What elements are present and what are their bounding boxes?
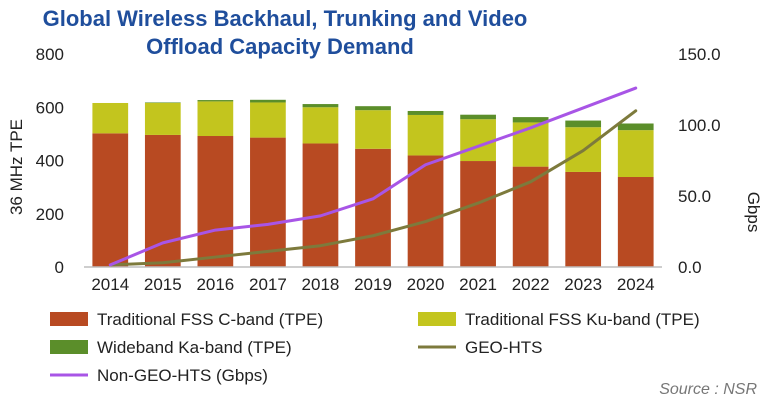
y-tick-label-right: 0.0	[678, 258, 702, 277]
chart-title-line-2: Offload Capacity Demand	[146, 34, 414, 59]
bar-segment-ku-band	[302, 107, 339, 144]
bar-segment-ku-band	[355, 110, 391, 149]
legend: Traditional FSS C-band (TPE) Traditional …	[50, 310, 700, 385]
x-tick-label: 2018	[302, 275, 340, 294]
y-tick-label-left: 800	[36, 45, 64, 64]
legend-label: Wideband Ka-band (TPE)	[97, 338, 292, 357]
x-axis: 2014 2015 2016 2017 2018 2019 2020 2021 2022 2023…	[91, 275, 654, 294]
bar-segment-ku-band	[144, 102, 181, 135]
bar-segment-ka-band	[460, 114, 496, 120]
y-axis-right-title: Gbps	[744, 192, 763, 233]
bar-segment-c-band	[144, 134, 181, 267]
legend-label: Traditional FSS C-band (TPE)	[97, 310, 323, 329]
bar-segment-ku-band	[197, 101, 234, 137]
y-tick-label-right: 150.0	[678, 45, 721, 64]
bar-segment-c-band	[197, 136, 234, 267]
legend-label: Traditional FSS Ku-band (TPE)	[465, 310, 700, 329]
legend-label: Non-GEO-HTS (Gbps)	[97, 366, 268, 385]
line-series-group	[108, 86, 638, 267]
y-axis-left: 0 200 400 600 800	[36, 45, 64, 277]
x-tick-label: 2022	[512, 275, 550, 294]
bar-segment-ku-band	[512, 122, 549, 167]
bar-segment-ka-band	[250, 99, 286, 103]
bar-segment-c-band	[355, 148, 391, 267]
bar-segment-ka-band	[565, 120, 602, 128]
bar-segment-ku-band	[407, 114, 444, 156]
y-tick-label-left: 0	[55, 258, 64, 277]
x-tick-label: 2019	[354, 275, 392, 294]
bar-segment-ka-band	[617, 123, 654, 131]
bar-segment-ka-band	[144, 102, 181, 103]
y-tick-label-right: 100.0	[678, 116, 721, 135]
x-tick-label: 2021	[459, 275, 497, 294]
bar-segment-c-band	[565, 171, 602, 267]
y-axis-right: 0.0 50.0 100.0 150.0	[678, 45, 721, 277]
x-tick-label: 2017	[249, 275, 287, 294]
y-tick-label-left: 400	[36, 152, 64, 171]
bar-segment-c-band	[92, 133, 129, 267]
bar-segment-ka-band	[512, 117, 549, 123]
bar-segment-ka-band	[197, 100, 234, 102]
bar-segment-ku-band	[460, 119, 496, 162]
bar-segment-ka-band	[407, 110, 444, 115]
line-geo-hts	[108, 109, 638, 267]
bar-segment-c-band	[460, 161, 496, 267]
bar-series-group	[92, 99, 654, 267]
legend-swatch	[418, 312, 456, 326]
x-tick-label: 2023	[564, 275, 602, 294]
legend-label: GEO-HTS	[465, 338, 542, 357]
y-tick-label-left: 200	[36, 205, 64, 224]
y-tick-label-left: 600	[36, 98, 64, 117]
source-note: Source : NSR	[659, 381, 757, 398]
x-tick-label: 2020	[407, 275, 445, 294]
x-tick-label: 2024	[617, 275, 655, 294]
y-axis-left-title: 36 MHz TPE	[7, 119, 26, 215]
x-tick-label: 2014	[91, 275, 129, 294]
y-tick-label-right: 50.0	[678, 187, 711, 206]
bar-segment-ka-band	[302, 104, 339, 108]
chart-title-line-1: Global Wireless Backhaul, Trunking and V…	[43, 6, 528, 31]
bar-segment-c-band	[250, 137, 286, 267]
bar-segment-ku-band	[250, 102, 286, 138]
legend-swatch	[50, 340, 88, 354]
bar-segment-c-band	[617, 177, 654, 267]
bar-segment-ku-band	[617, 130, 654, 178]
line-non-geo-hts	[108, 86, 638, 267]
bar-segment-ka-band	[355, 106, 391, 111]
bar-segment-ku-band	[92, 102, 129, 134]
x-tick-label: 2015	[144, 275, 182, 294]
legend-swatch	[50, 312, 88, 326]
x-tick-label: 2016	[196, 275, 234, 294]
